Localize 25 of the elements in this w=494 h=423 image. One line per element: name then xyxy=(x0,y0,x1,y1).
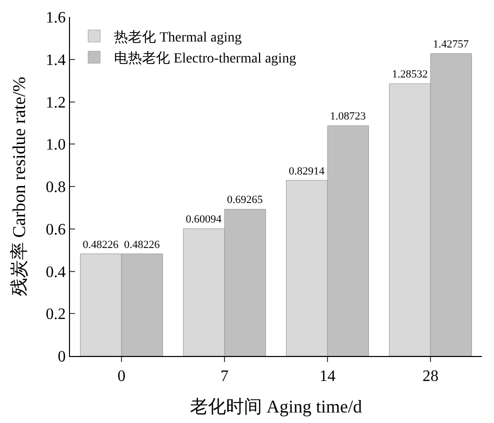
legend-label: 热老化 Thermal aging xyxy=(114,29,242,46)
data-label: 1.28532 xyxy=(392,68,428,81)
data-label: 0.69265 xyxy=(226,194,264,206)
data-label: 1.08723 xyxy=(330,110,366,123)
legend-label: 电热老化 Electro-thermal aging xyxy=(114,50,296,67)
y-tick-label: 0 xyxy=(58,348,66,366)
y-tick-label: 1.4 xyxy=(46,52,66,69)
data-label: 0.48226 xyxy=(82,238,120,251)
data-label: 0.60094 xyxy=(186,214,222,226)
x-axis-title: 老化时间 Aging time/d xyxy=(190,396,362,416)
y-tick-label: 0.6 xyxy=(46,221,66,238)
x-tick-label: 14 xyxy=(320,368,336,386)
data-label: 0.82914 xyxy=(288,165,326,178)
data-label: 1.42757 xyxy=(432,38,470,51)
y-tick-label: 1.6 xyxy=(46,10,66,27)
y-tick-label: 0.8 xyxy=(46,179,66,196)
y-tick-label: 1.0 xyxy=(46,136,66,154)
data-label: 0.48226 xyxy=(124,238,160,251)
x-tick-label: 7 xyxy=(220,368,228,386)
y-axis-title: 残炭率 Carbon residue rate/% xyxy=(9,76,29,296)
x-tick-label: 0 xyxy=(118,368,126,386)
y-tick-label: 1.2 xyxy=(46,94,66,112)
y-tick-label: 0.2 xyxy=(46,306,66,324)
y-tick-label: 0.4 xyxy=(46,264,66,281)
x-tick-label: 28 xyxy=(422,368,438,386)
